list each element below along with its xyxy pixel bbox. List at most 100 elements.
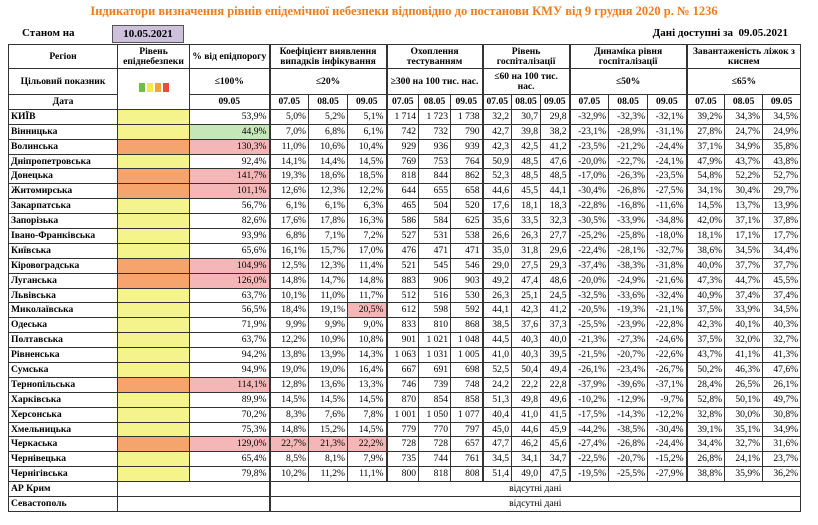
test-value: 598 <box>418 302 452 319</box>
test-value: 658 <box>450 183 484 200</box>
hosp-value: 50,9 <box>481 153 513 170</box>
dyn-value: -32,5% <box>568 287 610 304</box>
dyn-value: -20,0% <box>568 153 610 170</box>
dyn-value: -32,9% <box>568 108 610 125</box>
level-cell <box>117 436 190 453</box>
hosp-value: 34,5 <box>481 451 513 468</box>
coef-value: 11,1% <box>346 466 388 483</box>
beds-value: 40,1% <box>724 317 764 334</box>
region-name: Чернігівська <box>8 466 118 483</box>
hosp-value: 44,5 <box>481 332 513 349</box>
dyn-value: -30,4% <box>568 183 610 200</box>
pct-value: 75,3% <box>189 421 270 438</box>
region-name: Одеська <box>8 317 118 334</box>
hosp-value: 32,3 <box>540 213 571 230</box>
dyn-value: -28,9% <box>608 123 649 140</box>
region-name: Дніпропетровська <box>8 153 118 170</box>
hosp-value: 40,3 <box>511 332 542 349</box>
beds-value: 27,8% <box>685 123 726 140</box>
pct-value: 79,8% <box>189 466 270 483</box>
test-value: 742 <box>385 123 420 140</box>
hosp-value: 51,3 <box>481 391 513 408</box>
beds-value: 34,9% <box>724 138 764 155</box>
dyn-value: -20,5% <box>568 302 610 319</box>
as-of-date: 10.05.2021 <box>112 25 184 43</box>
test-value: 584 <box>418 213 452 230</box>
region-row: Рівненська 94,2% 13,8% 13,9% 14,3% 1 063 1 031… <box>8 347 802 364</box>
hosp-value: 35,0 <box>481 242 513 259</box>
hosp-value: 24,5 <box>540 287 571 304</box>
dyn-value: -27,9% <box>647 466 688 483</box>
coef-value: 18,6% <box>308 168 348 185</box>
level-cell <box>117 198 190 215</box>
region-name: Київська <box>8 242 118 259</box>
dyn-value: -30,4% <box>647 421 688 438</box>
level-swatch <box>138 82 145 92</box>
test-value: 1 723 <box>418 108 452 125</box>
dyn-value: -20,0% <box>568 272 610 289</box>
beds-value: 29,7% <box>762 183 802 200</box>
test-value: 476 <box>385 242 420 259</box>
region-name: Львівська <box>8 287 118 304</box>
pct-value: 130,3% <box>189 138 270 155</box>
pct-value: 94,2% <box>189 347 270 364</box>
hosp-value: 41,2 <box>540 138 571 155</box>
test-value: 531 <box>418 228 452 244</box>
region-name: Запорізька <box>8 213 118 230</box>
beds-value: 34,4% <box>685 436 726 453</box>
coef-value: 15,2% <box>308 421 348 438</box>
coef-value: 19,0% <box>268 362 309 378</box>
hosp-value: 49,2 <box>481 272 513 289</box>
test-value: 800 <box>385 466 420 483</box>
test-value: 471 <box>450 242 484 259</box>
region-row: Одеська 71,9% 9,9% 9,9% 9,0% 833 810 868 38,5 37,… <box>8 317 802 334</box>
group-target: ≥300 на 100 тис. нас. <box>385 68 484 95</box>
beds-value: 26,1% <box>762 376 802 393</box>
test-value: 901 <box>385 332 420 349</box>
coef-value: 8,3% <box>268 406 309 423</box>
beds-value: 39,1% <box>685 421 726 438</box>
dyn-value: -28,1% <box>608 242 649 259</box>
beds-value: 36,2% <box>762 466 802 483</box>
beds-value: 52,2% <box>724 168 764 185</box>
dyn-value: -21,2% <box>608 138 649 155</box>
dyn-value: -22,4% <box>568 242 610 259</box>
coef-value: 19,0% <box>308 362 348 378</box>
test-value: 465 <box>385 198 420 215</box>
group-header: Завантаженість ліжок з киснем <box>685 44 802 69</box>
coef-value: 9,9% <box>268 317 309 334</box>
dyn-value: -44,2% <box>568 421 610 438</box>
hosp-value: 45,0 <box>481 421 513 438</box>
target-label: Цільовий показник <box>8 68 118 95</box>
dyn-value: -26,7% <box>647 362 688 378</box>
hosp-value: 41,2 <box>540 302 571 319</box>
beds-value: 46,3% <box>724 362 764 378</box>
group-header: Охоплення тестуванням <box>385 44 484 69</box>
available: Дані доступні за 09.05.2021 <box>653 27 788 39</box>
test-value: 516 <box>418 287 452 304</box>
group-date: 08.05 <box>308 94 348 110</box>
region-row: Черкаська 129,0% 22,7% 21,3% 22,2% 728 728 657 4… <box>8 436 802 453</box>
dyn-value: -19,5% <box>568 466 610 483</box>
test-value: 810 <box>418 317 452 334</box>
coef-value: 17,0% <box>346 242 388 259</box>
beds-value: 37,4% <box>762 287 802 304</box>
level-cell <box>117 272 190 289</box>
empty-cell <box>117 496 270 512</box>
hosp-value: 47,6 <box>540 153 571 170</box>
group-date: 08.05 <box>608 94 649 110</box>
beds-value: 43,7% <box>724 153 764 170</box>
dyn-value: -24,4% <box>647 436 688 453</box>
hosp-value: 44,1 <box>481 302 513 319</box>
test-value: 527 <box>385 228 420 244</box>
test-value: 735 <box>385 451 420 468</box>
beds-value: 23,7% <box>762 451 802 468</box>
coef-value: 7,1% <box>308 228 348 244</box>
coef-value: 6,3% <box>346 198 388 215</box>
coef-value: 10,9% <box>308 332 348 349</box>
coef-value: 8,1% <box>308 451 348 468</box>
dyn-value: -22,6% <box>647 347 688 364</box>
group-header: Динаміка рівня госпіталізації <box>568 44 688 69</box>
coef-value: 7,8% <box>346 406 388 423</box>
beds-value: 34,3% <box>724 108 764 125</box>
